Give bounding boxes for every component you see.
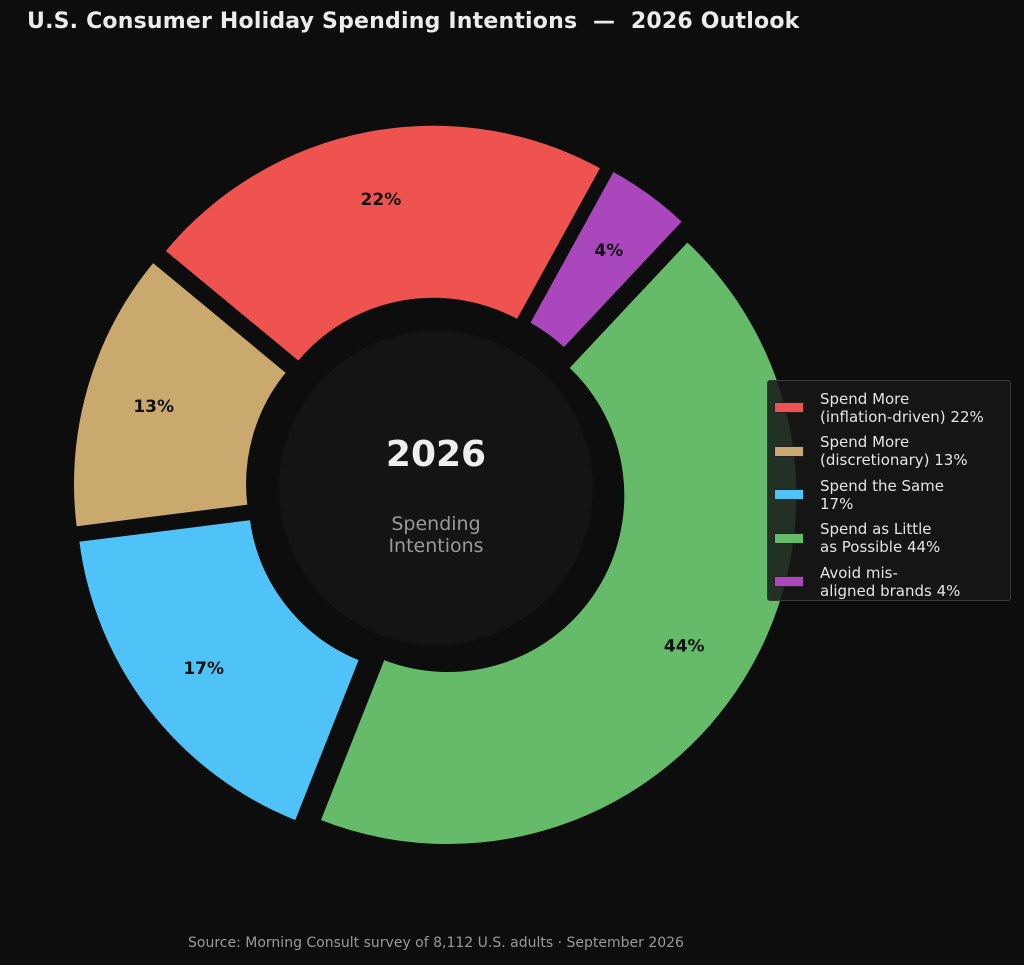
legend-label-5: Avoid mis- aligned brands 4% (820, 563, 961, 600)
chart-legend: Spend More (inflation-driven) 22% Spend M… (767, 380, 1011, 601)
center-subtitle-line2: Intentions (388, 535, 483, 557)
legend-swatch-1 (774, 402, 804, 414)
legend-item-2: Spend More (discretionary) 13% (774, 430, 1004, 474)
legend-label-3: Spend the Same 17% (820, 476, 945, 513)
legend-swatch-2 (774, 445, 804, 457)
slice-value-label-1: 22% (361, 190, 402, 210)
slice-value-label-5: 4% (594, 241, 623, 261)
legend-label-1: Spend More (inflation-driven) 22% (820, 389, 984, 426)
legend-swatch-5 (774, 576, 804, 588)
legend-item-4: Spend as Little as Possible 44% (774, 517, 1004, 561)
legend-item-3: Spend the Same 17% (774, 473, 1004, 517)
legend-item-1: Spend More (inflation-driven) 22% (774, 386, 1004, 430)
slice-value-label-4: 44% (664, 637, 705, 657)
center-disc (261, 313, 611, 663)
legend-swatch-4 (774, 532, 804, 544)
chart-title: U.S. Consumer Holiday Spending Intention… (27, 9, 800, 34)
slice-labels: 44% 17% 13% 22% 4% (133, 190, 704, 679)
center-year: 2026 (386, 434, 486, 475)
slice-value-label-2: 13% (133, 397, 174, 417)
donut-slice-3 (76, 516, 363, 824)
legend-label-2: Spend More (discretionary) 13% (820, 433, 968, 470)
donut-slice-1 (161, 122, 605, 365)
donut-slices (71, 122, 800, 847)
legend-swatch-3 (774, 489, 804, 501)
legend-item-5: Avoid mis- aligned brands 4% (774, 560, 1004, 604)
donut-slice-5 (526, 167, 686, 352)
slice-value-label-3: 17% (183, 659, 224, 679)
legend-label-4: Spend as Little as Possible 44% (820, 520, 941, 557)
donut-slice-2 (71, 258, 290, 530)
source-note: Source: Morning Consult survey of 8,112 … (188, 935, 684, 951)
center-subtitle-line1: Spending (391, 513, 480, 535)
